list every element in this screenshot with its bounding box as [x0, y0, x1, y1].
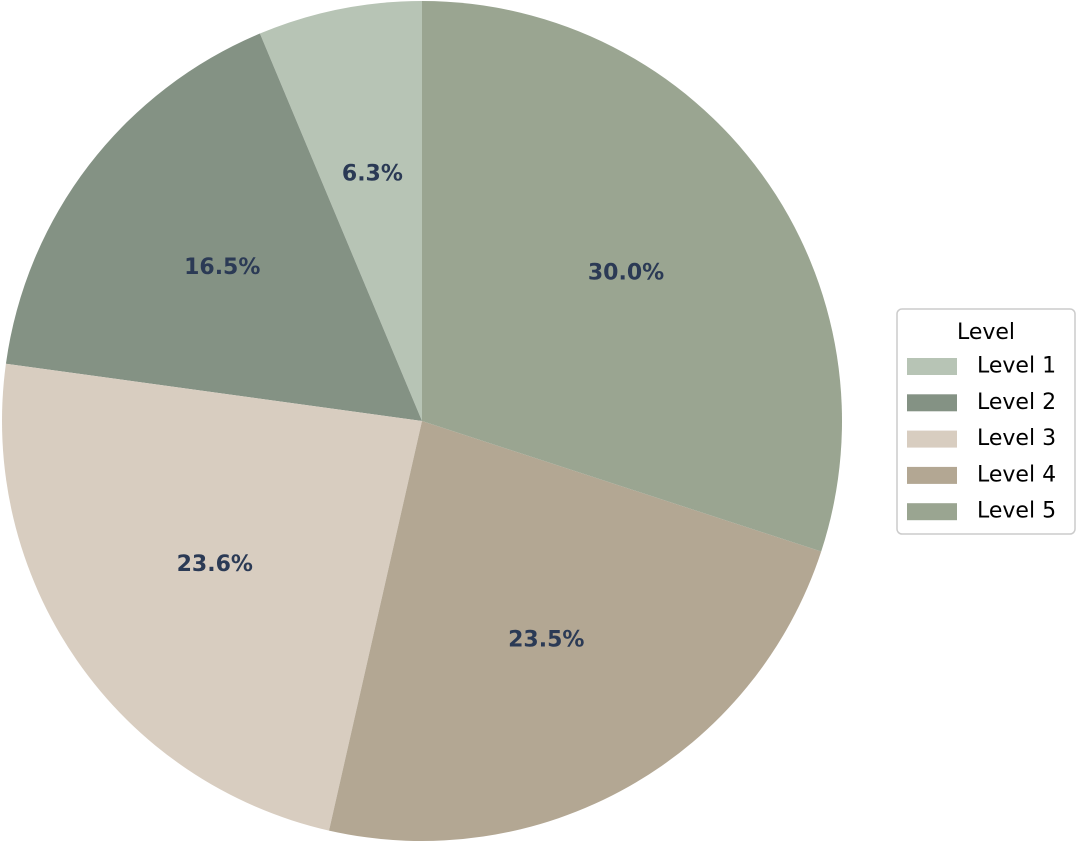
slice-label-level-5: 30.0%	[588, 261, 664, 286]
legend-label-level-4: Level 4	[977, 462, 1056, 487]
pie-slice-level-4	[329, 421, 822, 841]
legend-title: Level	[957, 320, 1015, 345]
legend-swatch-level-3	[907, 430, 957, 448]
legend-label-level-3: Level 3	[977, 426, 1056, 451]
pie-slice-labels: 6.3% 16.5% 23.6% 23.5% 30.0%	[177, 161, 665, 652]
slice-label-level-2: 16.5%	[184, 255, 260, 280]
slice-label-level-3: 23.6%	[177, 552, 253, 577]
legend-label-level-2: Level 2	[977, 390, 1056, 415]
legend-label-level-1: Level 1	[977, 354, 1056, 379]
legend-swatch-level-4	[907, 466, 957, 484]
slice-label-level-4: 23.5%	[508, 628, 584, 653]
legend-swatch-level-1	[907, 358, 957, 375]
pie-slice-level-5	[422, 1, 842, 552]
slice-label-level-1: 6.3%	[342, 161, 403, 186]
pie-slice-level-1	[259, 1, 422, 421]
legend-items: Level 1 Level 2 Level 3 Level 4 Level 5	[907, 354, 1056, 524]
legend-swatch-level-2	[907, 394, 957, 412]
legend-label-level-5: Level 5	[977, 499, 1056, 524]
pie-slice-level-3	[1, 363, 422, 831]
legend-swatch-level-5	[907, 503, 957, 521]
pie-slices	[1, 1, 842, 841]
pie-slice-level-2	[5, 33, 422, 421]
